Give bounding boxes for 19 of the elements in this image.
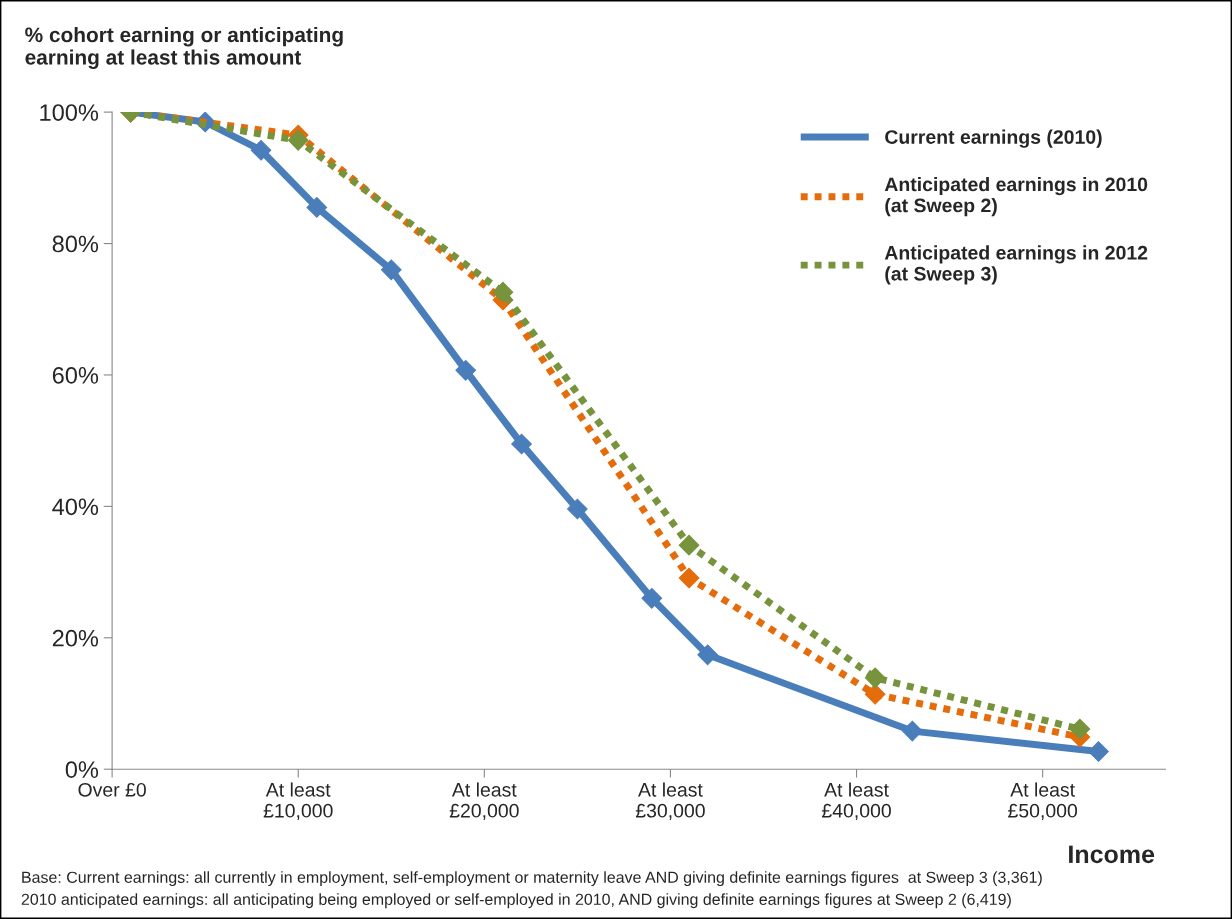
x-tick-label: At least £10,000 bbox=[263, 782, 333, 820]
y-tick-label: 40% bbox=[52, 498, 99, 516]
legend-label: Anticipated earnings in 2012 (at Sweep 3) bbox=[884, 245, 1148, 285]
y-axis-title: % cohort earning or anticipating earning at least this amount bbox=[25, 26, 343, 69]
x-axis-title: Income bbox=[1069, 845, 1155, 864]
y-tick-label: 0% bbox=[65, 761, 99, 778]
y-tick-label: 20% bbox=[52, 629, 99, 647]
legend-label: Current earnings (2010) bbox=[885, 129, 1102, 148]
text: Base: Current earnings: all currently in employment, self-employment or maternity leave AND giving definite earnings figures at Sweep 3 (3,361) bbox=[22, 871, 1042, 887]
x-tick-label: At least £40,000 bbox=[821, 782, 891, 820]
legend-label: Anticipated earnings in 2010 (at Sweep 2) bbox=[884, 177, 1148, 217]
x-tick-label: At least £20,000 bbox=[449, 782, 519, 820]
x-tick-label: At least £30,000 bbox=[635, 782, 705, 820]
y-tick-label: 60% bbox=[52, 367, 99, 384]
text: 2010 anticipated earnings: all anticipating being employed or self-employed in 2010, AND giving definite earnings figures at Sweep 2 (6,419) bbox=[21, 893, 1011, 909]
y-tick-label: 100% bbox=[40, 104, 99, 121]
x-tick-label: Over £0 bbox=[78, 782, 146, 797]
x-tick-label: At least £50,000 bbox=[1008, 782, 1078, 820]
y-tick-label: 80% bbox=[52, 235, 99, 253]
